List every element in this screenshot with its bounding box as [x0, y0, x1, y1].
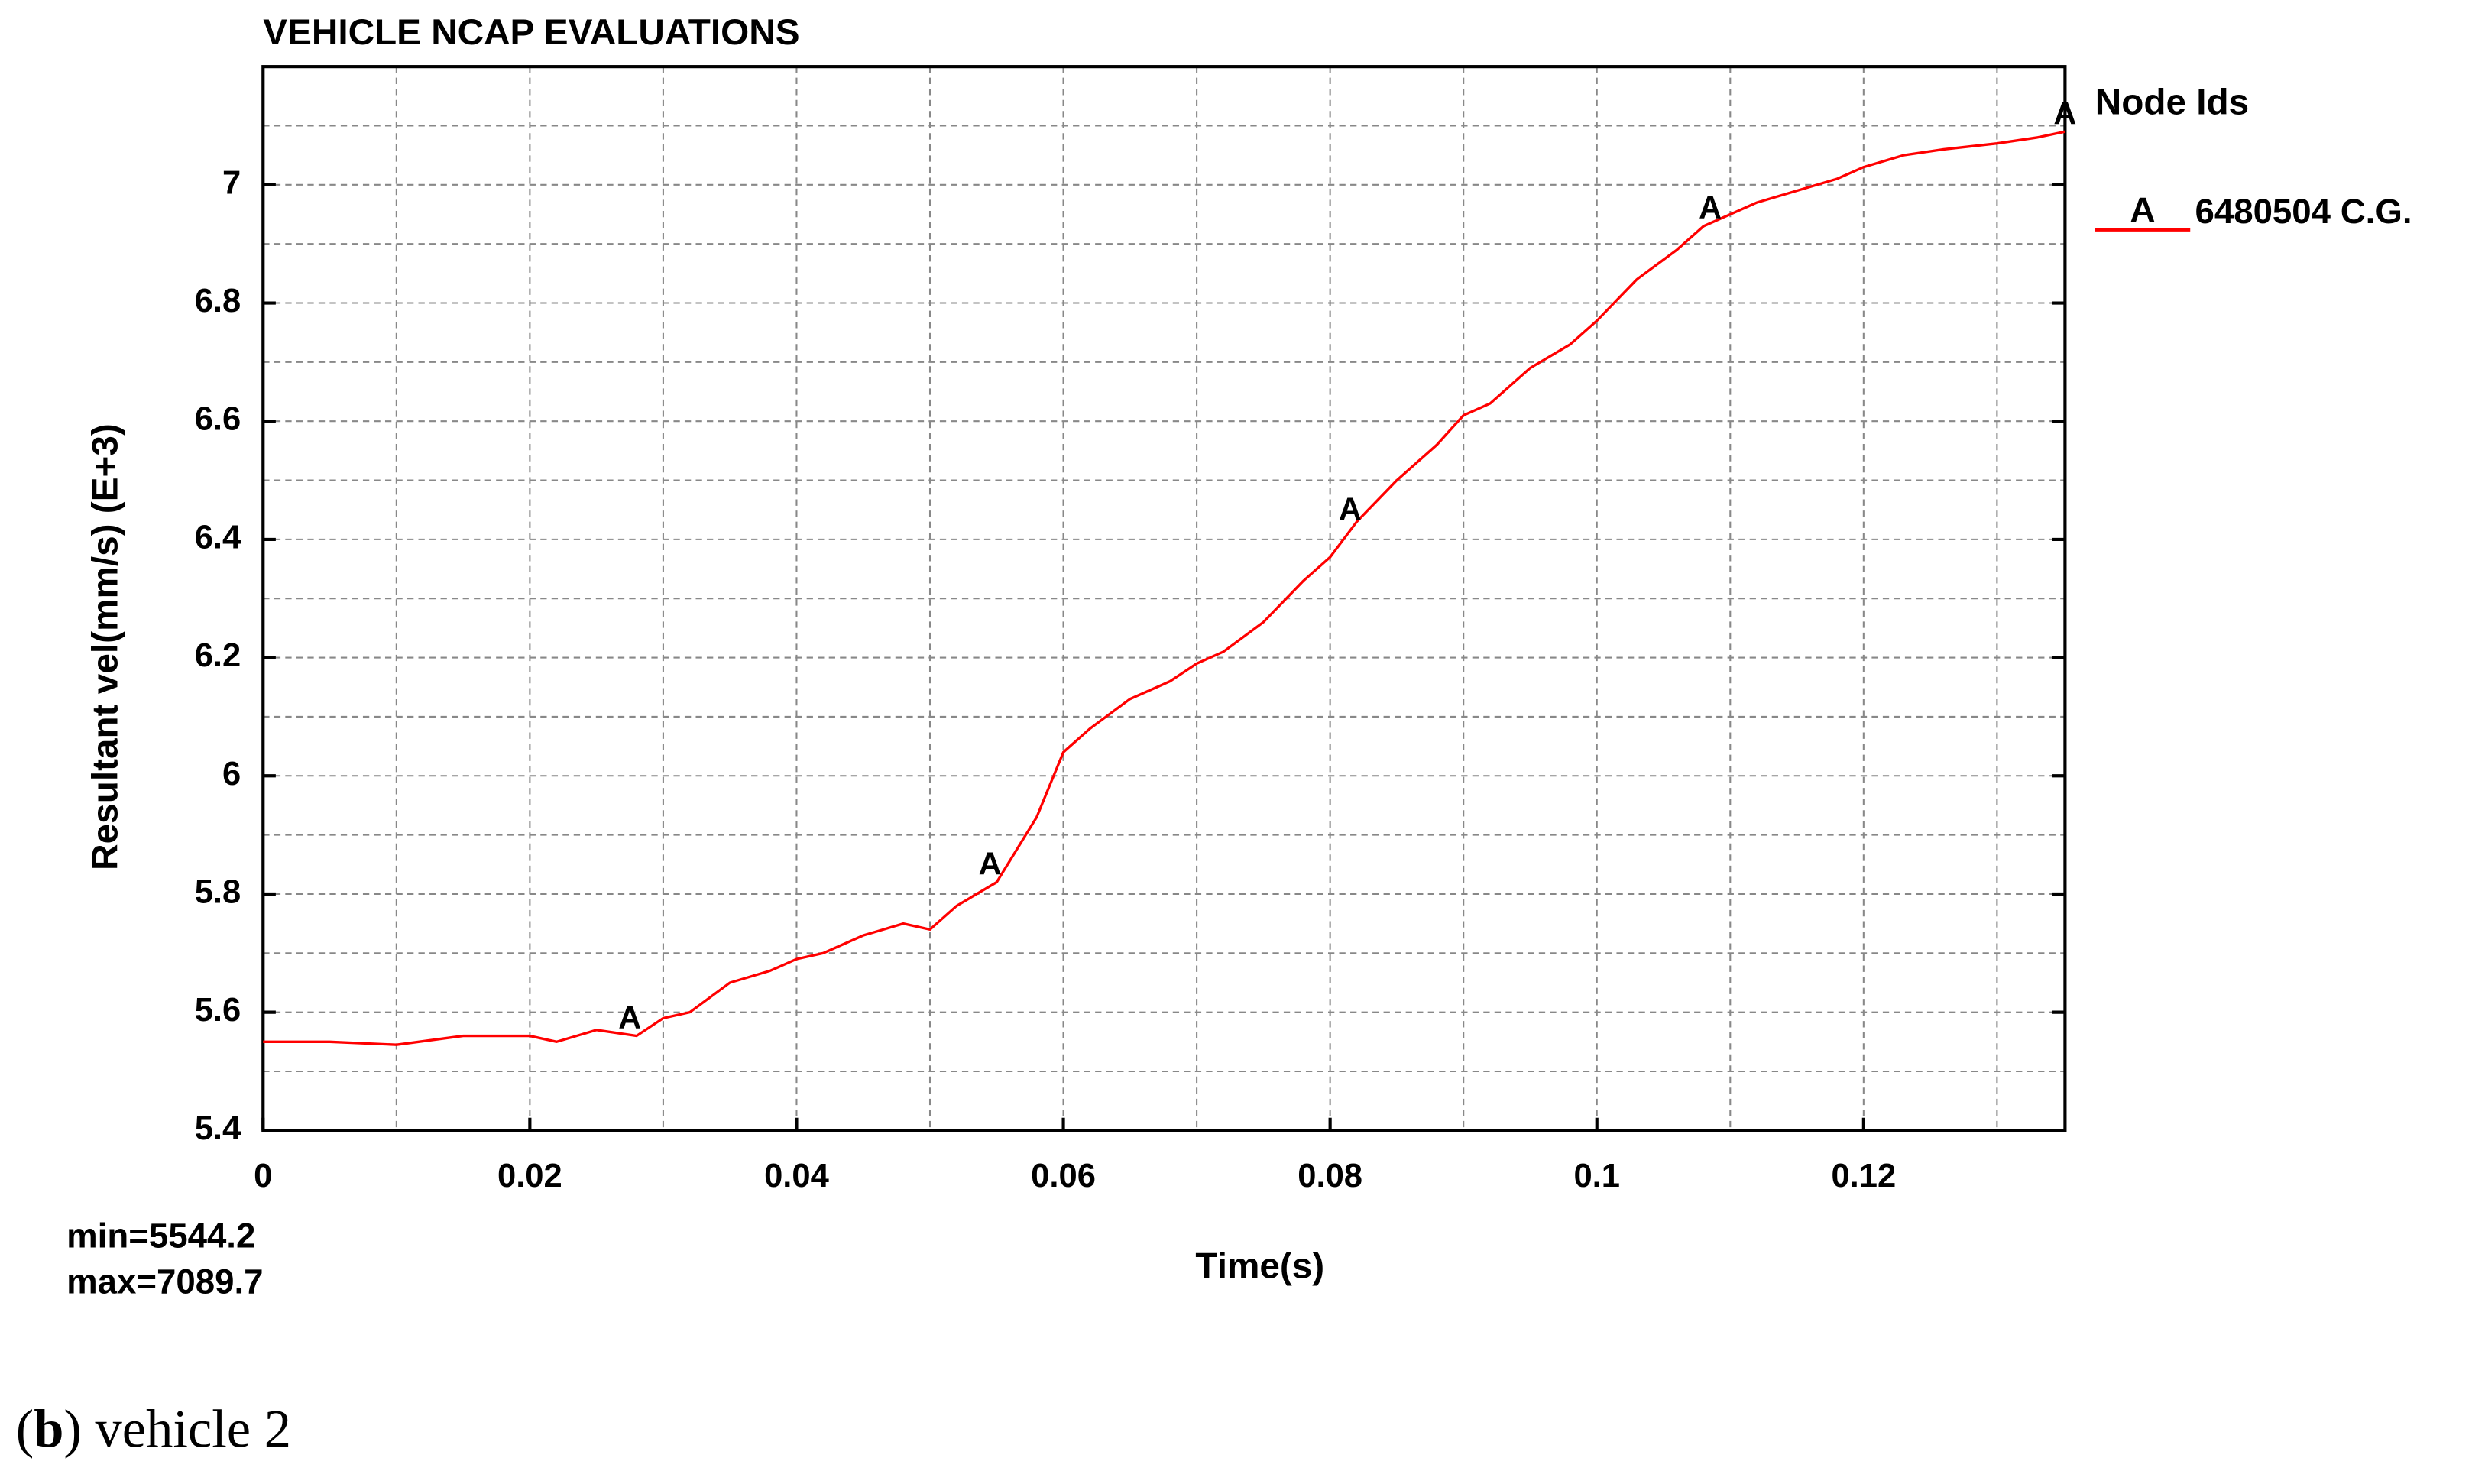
y-tick-label: 6.6 — [195, 401, 241, 438]
x-tick-label: 0.08 — [1298, 1158, 1362, 1194]
caption-part: b — [34, 1400, 63, 1460]
y-tick-label: 5.8 — [195, 873, 241, 910]
y-tick-label: 6 — [222, 756, 241, 792]
x-axis-label: Time(s) — [1195, 1246, 1324, 1286]
legend-symbol: A — [2130, 190, 2156, 229]
plot-frame — [261, 65, 2067, 1132]
x-tick-label: 0.02 — [497, 1158, 562, 1194]
y-tick-label: 5.4 — [195, 1110, 241, 1147]
line-symbol: A — [2053, 95, 2076, 131]
x-tick-label: 0.1 — [1573, 1158, 1620, 1194]
y-tick-label: 6.8 — [195, 283, 241, 319]
legend-title: Node Ids — [2095, 83, 2249, 123]
annotation: min=5544.2 — [66, 1216, 255, 1255]
caption-part: ( — [16, 1400, 34, 1460]
caption-part: ) vehicle 2 — [63, 1400, 291, 1460]
y-tick-label: 5.6 — [195, 992, 241, 1029]
y-tick-label: 6.4 — [195, 519, 241, 556]
line-symbol: A — [618, 1000, 641, 1035]
x-tick-label: 0.04 — [764, 1158, 829, 1194]
data-line — [263, 130, 2065, 1046]
line-symbol: A — [1339, 491, 1362, 527]
x-tick-label: 0 — [254, 1158, 272, 1194]
caption: (b) vehicle 2 — [16, 1400, 291, 1460]
legend-label: 6480504 C.G. — [2195, 192, 2412, 231]
line-symbol: A — [979, 846, 1002, 882]
line-symbol: A — [1699, 190, 1722, 225]
x-tick-label: 0.12 — [1831, 1158, 1896, 1194]
y-axis-label: Resultant vel(mm/s) (E+3) — [86, 423, 126, 870]
x-tick-label: 0.06 — [1031, 1158, 1096, 1194]
y-tick-label: 7 — [222, 164, 241, 201]
annotation: max=7089.7 — [66, 1262, 263, 1301]
chart-title: VEHICLE NCAP EVALUATIONS — [263, 12, 799, 53]
y-tick-label: 6.2 — [195, 637, 241, 674]
